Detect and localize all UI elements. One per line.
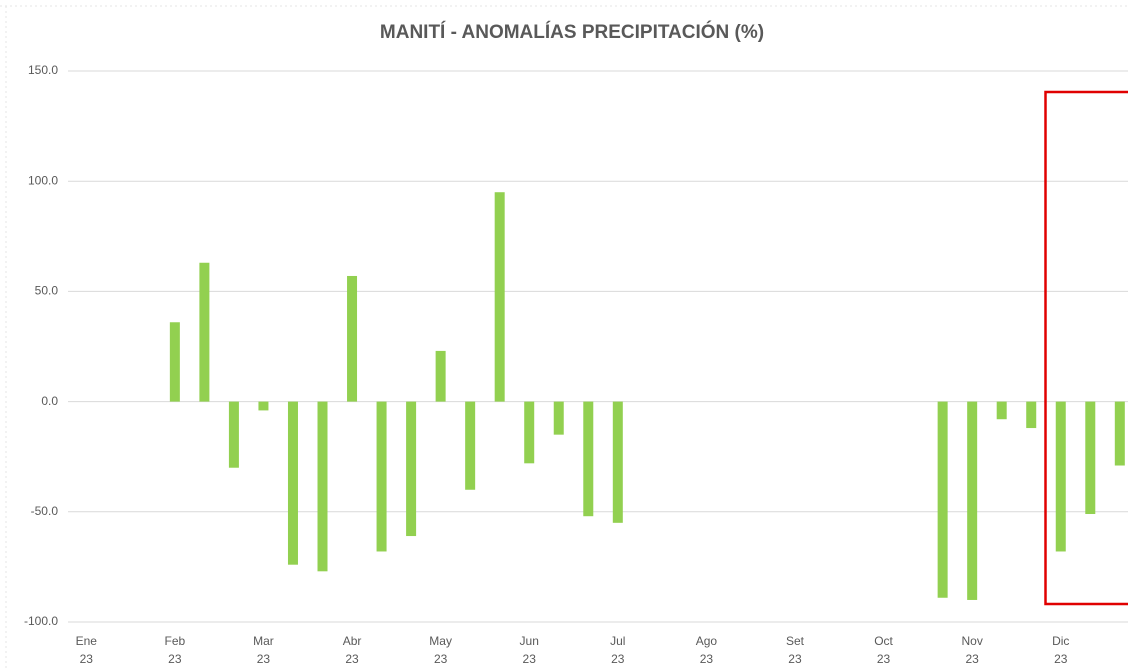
bar (347, 275, 358, 402)
y-tick-label: 0.0 (41, 394, 58, 408)
bar (199, 262, 210, 402)
bar (937, 401, 948, 598)
bar (435, 350, 446, 402)
bar (169, 322, 180, 402)
x-tick-label: Set 23 (785, 634, 804, 666)
bar (583, 401, 594, 517)
x-tick-label: Jul 23 (610, 634, 626, 666)
x-tick-label: Jun 23 (519, 634, 539, 666)
bar (1114, 401, 1125, 466)
grid (68, 70, 1128, 623)
bar (465, 401, 476, 490)
x-tick-label: Abr 23 (342, 634, 362, 666)
bar (996, 401, 1007, 420)
bars (169, 192, 1125, 600)
x-tick-label: Feb 23 (164, 634, 186, 666)
bar (287, 401, 298, 565)
bar (494, 192, 505, 402)
x-tick-label: Oct 23 (874, 634, 893, 666)
x-tick-label: Mar 23 (253, 634, 274, 666)
bar (524, 401, 535, 464)
x-tick-label: May 23 (429, 634, 452, 666)
y-tick-label: 50.0 (35, 284, 59, 298)
bar (317, 401, 328, 572)
bar (967, 401, 978, 600)
bar (1085, 401, 1096, 515)
bar (553, 401, 564, 435)
bar (258, 401, 269, 411)
bar (1055, 401, 1066, 552)
x-tick-label: Ene 23 (75, 634, 97, 666)
bar (612, 401, 623, 523)
x-tick-label: Dic 23 (1052, 634, 1070, 666)
x-tick-label: Nov 23 (961, 634, 983, 666)
bar (1026, 401, 1037, 429)
bar (376, 401, 387, 552)
highlight-box (1044, 90, 1128, 606)
bar (406, 401, 417, 537)
y-tick-label: -50.0 (31, 504, 59, 518)
y-tick-label: 100.0 (28, 173, 58, 187)
y-tick-label: 150.0 (28, 63, 58, 77)
y-tick-label: -100.0 (24, 614, 58, 628)
x-tick-label: Ago 23 (695, 634, 718, 666)
chart-title: MANITÍ - ANOMALÍAS PRECIPITACIÓN (%) (380, 21, 764, 43)
bar (228, 401, 239, 468)
